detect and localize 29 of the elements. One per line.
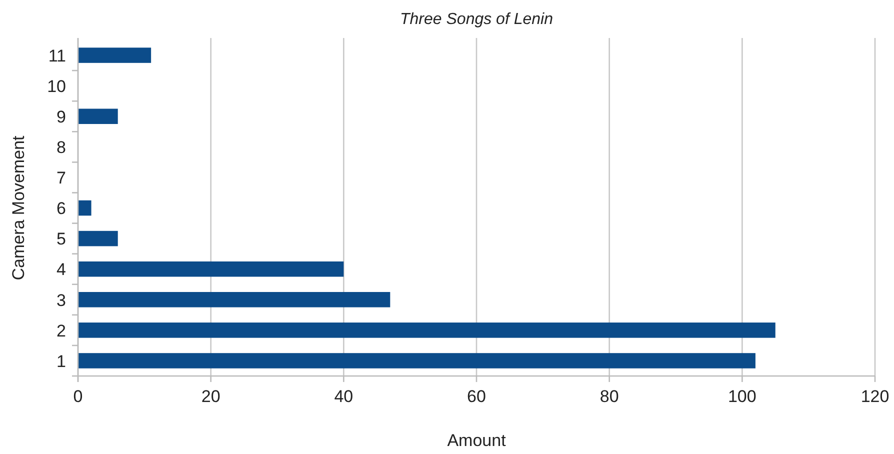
bar bbox=[78, 261, 344, 277]
y-tick-label: 4 bbox=[56, 260, 66, 280]
bar bbox=[78, 108, 118, 124]
y-tick-label: 10 bbox=[47, 76, 66, 96]
y-axis-title: Camera Movement bbox=[9, 135, 28, 280]
bar bbox=[78, 230, 118, 246]
bar bbox=[78, 353, 756, 368]
x-tick-label: 40 bbox=[334, 387, 354, 406]
y-tick-label: 3 bbox=[56, 290, 66, 310]
bar bbox=[78, 48, 152, 63]
x-tick-label: 100 bbox=[728, 387, 756, 406]
y-tick-label: 8 bbox=[56, 138, 66, 158]
y-tick-label: 2 bbox=[56, 321, 66, 340]
y-tick-label: 7 bbox=[56, 168, 66, 188]
bar bbox=[78, 322, 776, 338]
x-tick-label: 60 bbox=[467, 387, 486, 406]
x-tick-label: 0 bbox=[73, 387, 83, 406]
bar bbox=[78, 292, 390, 308]
x-axis-title: Amount bbox=[447, 431, 506, 450]
y-tick-label: 11 bbox=[48, 46, 66, 66]
y-tick-label: 6 bbox=[56, 199, 66, 218]
bar bbox=[78, 200, 92, 216]
y-tick-label: 1 bbox=[56, 352, 66, 371]
x-tick-label: 80 bbox=[600, 387, 619, 406]
x-tick-label: 120 bbox=[860, 387, 890, 406]
x-tick-label: 20 bbox=[201, 387, 220, 406]
y-tick-label: 5 bbox=[56, 230, 66, 249]
y-tick-label: 9 bbox=[56, 107, 66, 126]
chart-title: Three Songs of Lenin bbox=[400, 11, 554, 28]
